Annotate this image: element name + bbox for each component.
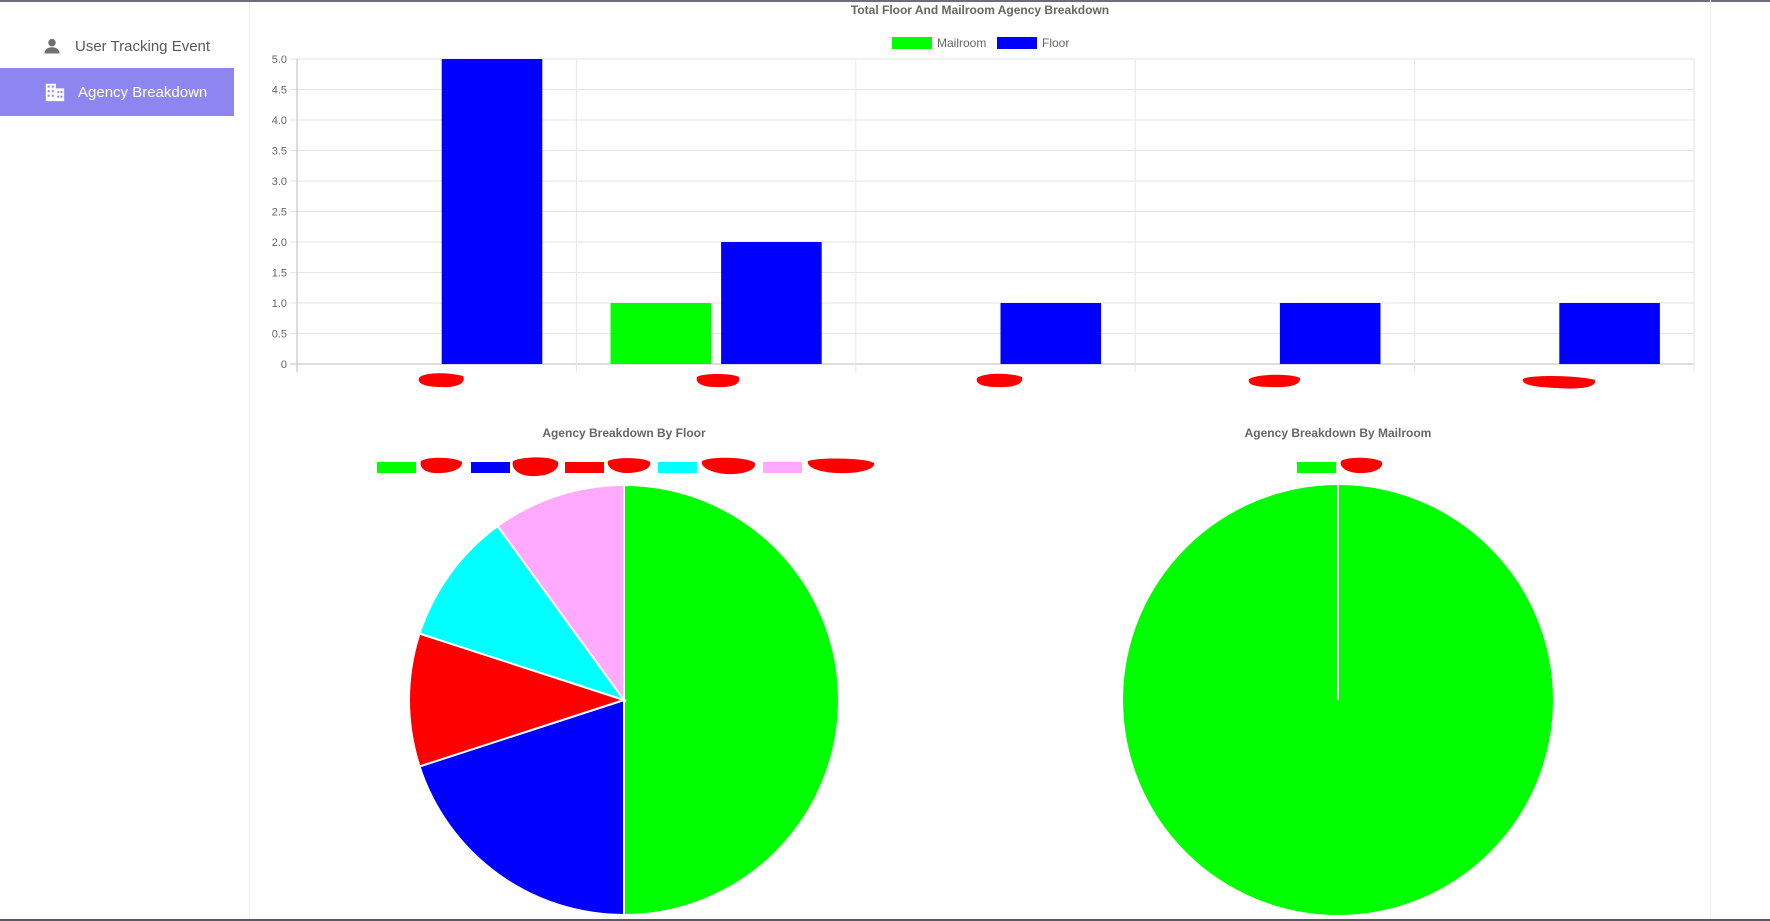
mailroom-pie-chart: Agency Breakdown By Mailroom	[1123, 426, 1553, 915]
bar-floor[interactable]	[1559, 303, 1660, 364]
floor-pie-title: Agency Breakdown By Floor	[542, 426, 706, 440]
sidebar: User Tracking Event Agency Breakdown	[0, 2, 250, 921]
bar-mailroom[interactable]	[610, 303, 712, 364]
pie-slice[interactable]	[623, 483, 840, 917]
pie-slice[interactable]	[496, 483, 625, 704]
y-tick-label: 5.0	[272, 54, 287, 66]
redacted-label	[607, 458, 651, 473]
mailroom-pie-slices	[1123, 485, 1553, 915]
legend-swatch[interactable]	[377, 462, 416, 473]
bar-chart-title: Total Floor And Mailroom Agency Breakdow…	[851, 3, 1109, 17]
legend-swatch[interactable]	[658, 462, 697, 473]
bar-floor[interactable]	[721, 242, 822, 364]
redacted-label	[1340, 457, 1383, 474]
bar-floor[interactable]	[1000, 303, 1102, 364]
mailroom-pie-title: Agency Breakdown By Mailroom	[1245, 426, 1432, 440]
y-tick-label: 1.5	[272, 268, 287, 280]
redacted-label	[512, 457, 559, 477]
bar-chart: Total Floor And Mailroom Agency Breakdow…	[272, 3, 1695, 389]
content-right-border	[1710, 0, 1711, 921]
redacted-label	[696, 374, 740, 388]
pie-slice[interactable]	[408, 632, 628, 768]
y-tick-label: 0	[281, 359, 287, 371]
pie-slice[interactable]	[418, 698, 625, 917]
pie-slice[interactable]	[418, 524, 627, 702]
redacted-label	[807, 458, 875, 474]
sidebar-item-agency-breakdown[interactable]: Agency Breakdown	[0, 68, 234, 116]
sidebar-item-user-tracking-event[interactable]: User Tracking Event	[0, 22, 234, 70]
y-tick-label: 3.0	[272, 176, 287, 188]
legend-swatch[interactable]	[471, 462, 510, 473]
legend-swatch[interactable]	[565, 462, 604, 473]
y-tick-label: 4.5	[272, 85, 287, 97]
redacted-label	[1522, 376, 1596, 389]
legend-label-mailroom: Mailroom	[937, 36, 986, 50]
legend-swatch[interactable]	[1297, 462, 1336, 473]
bottom-border	[0, 919, 1770, 921]
y-tick-label: 0.5	[272, 329, 287, 341]
y-tick-label: 2.5	[272, 207, 287, 219]
sidebar-item-label: Agency Breakdown	[78, 83, 208, 101]
redacted-label	[418, 373, 464, 388]
legend-label-floor: Floor	[1042, 36, 1069, 50]
y-tick-label: 1.0	[272, 298, 287, 310]
redacted-label	[976, 373, 1023, 388]
building-icon	[42, 79, 68, 105]
bar-bars	[441, 59, 1660, 364]
y-tick-label: 3.5	[272, 146, 287, 158]
floor-pie-chart: Agency Breakdown By Floor	[377, 426, 875, 917]
bar-floor[interactable]	[441, 59, 543, 364]
person-icon	[39, 33, 65, 59]
y-tick-label: 4.0	[272, 115, 287, 127]
top-border	[0, 0, 1770, 2]
legend-swatch-floor[interactable]	[997, 37, 1037, 49]
y-tick-label: 2.0	[272, 237, 287, 249]
menu-stub	[6, 0, 30, 3]
floor-pie-slices	[408, 483, 840, 917]
legend-swatch[interactable]	[763, 462, 802, 473]
legend-swatch-mailroom[interactable]	[892, 37, 932, 49]
redacted-label	[1248, 374, 1301, 388]
bar-floor[interactable]	[1279, 303, 1381, 364]
redacted-label	[701, 457, 756, 475]
redacted-label	[420, 457, 463, 474]
sidebar-item-label: User Tracking Event	[75, 37, 211, 55]
